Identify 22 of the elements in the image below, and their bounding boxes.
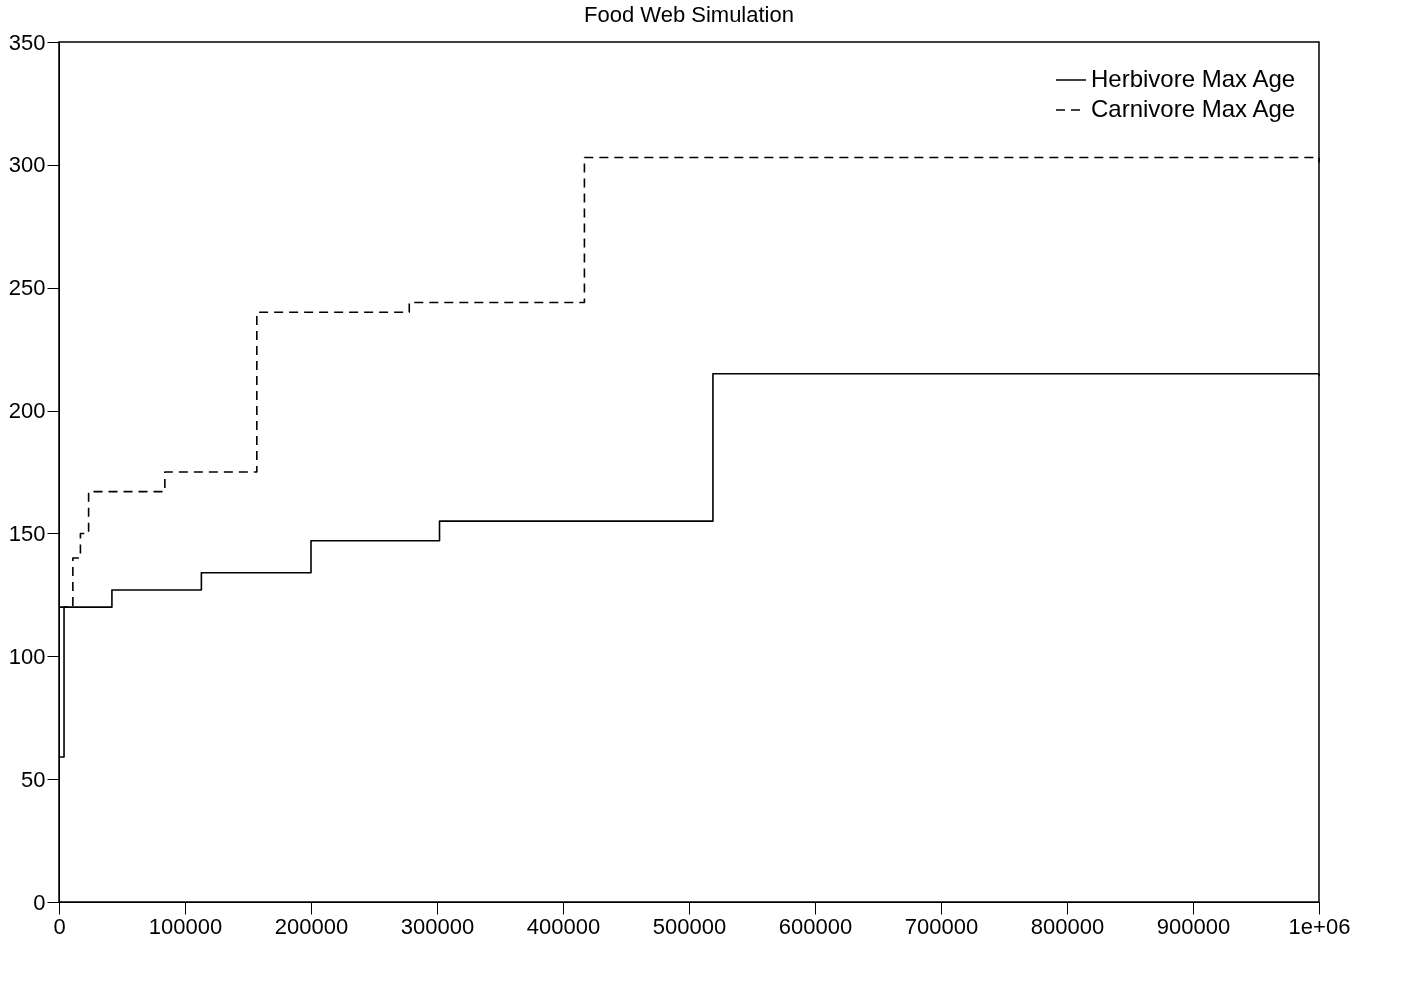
- x-tick-label: 100000: [148, 913, 223, 939]
- x-tick-label: 200000: [274, 913, 349, 939]
- y-tick-label: 150: [8, 520, 46, 546]
- y-tick-label: 0: [33, 889, 46, 915]
- y-tick-label: 50: [21, 766, 46, 792]
- x-tick-label: 300000: [400, 913, 475, 939]
- y-tick-label: 250: [8, 275, 46, 301]
- x-tick-label: 400000: [526, 913, 601, 939]
- x-tick-label: 800000: [1030, 913, 1105, 939]
- x-tick-label: 0: [53, 913, 66, 939]
- x-tick-label: 900000: [1156, 913, 1231, 939]
- y-tick-label: 300: [8, 152, 46, 178]
- x-tick-label: 500000: [652, 913, 727, 939]
- x-tick-label: 1e+06: [1288, 913, 1351, 939]
- legend-label: Herbivore Max Age: [1091, 65, 1296, 92]
- y-tick-label: 350: [8, 29, 46, 55]
- x-tick-label: 600000: [778, 913, 853, 939]
- chart-title: Food Web Simulation: [584, 2, 794, 27]
- y-tick-label: 200: [8, 398, 46, 424]
- y-tick-label: 100: [8, 643, 46, 669]
- legend-label: Carnivore Max Age: [1091, 95, 1296, 122]
- x-tick-label: 700000: [904, 913, 979, 939]
